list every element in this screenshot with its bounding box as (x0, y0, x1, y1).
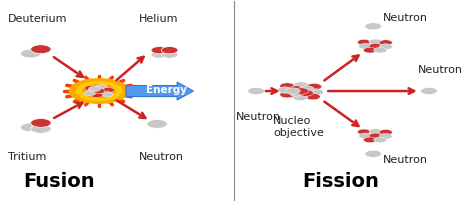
Circle shape (83, 84, 115, 98)
Circle shape (248, 87, 264, 95)
Circle shape (91, 93, 103, 98)
Circle shape (294, 82, 309, 88)
Circle shape (379, 134, 392, 139)
Circle shape (20, 123, 41, 132)
Circle shape (83, 90, 96, 96)
Text: Neutron: Neutron (383, 155, 428, 165)
Circle shape (293, 94, 308, 101)
Circle shape (31, 45, 51, 54)
Circle shape (161, 47, 178, 54)
Circle shape (95, 84, 108, 90)
Circle shape (307, 83, 322, 90)
Circle shape (374, 137, 387, 143)
Circle shape (364, 137, 376, 143)
Circle shape (357, 39, 371, 45)
Circle shape (289, 90, 304, 96)
Circle shape (31, 119, 51, 127)
Circle shape (364, 47, 376, 53)
Text: Neutron: Neutron (383, 13, 428, 23)
Circle shape (93, 88, 105, 94)
Circle shape (369, 133, 382, 139)
Circle shape (277, 87, 292, 93)
Text: Helium: Helium (138, 14, 178, 24)
Circle shape (101, 92, 113, 97)
Circle shape (285, 88, 300, 94)
Circle shape (31, 124, 51, 133)
Text: Neutron: Neutron (236, 112, 281, 122)
Circle shape (289, 86, 304, 92)
Circle shape (365, 150, 382, 157)
Circle shape (379, 44, 392, 49)
Circle shape (309, 89, 323, 95)
Circle shape (379, 129, 392, 135)
Circle shape (357, 129, 371, 135)
Circle shape (76, 81, 122, 101)
Circle shape (161, 51, 178, 58)
Text: Nucleo
objective: Nucleo objective (273, 116, 324, 138)
Text: Energy: Energy (146, 85, 187, 95)
Circle shape (369, 39, 382, 45)
Text: Deuterium: Deuterium (9, 14, 68, 24)
Text: Neutron: Neutron (418, 65, 462, 75)
Circle shape (84, 85, 97, 91)
Circle shape (88, 86, 100, 92)
Text: Neutron: Neutron (138, 152, 183, 162)
Text: Fission: Fission (302, 172, 379, 191)
Circle shape (280, 92, 295, 98)
Circle shape (280, 83, 295, 89)
Circle shape (147, 120, 167, 128)
Circle shape (151, 51, 168, 58)
Text: Tritium: Tritium (9, 152, 47, 162)
Circle shape (369, 43, 382, 49)
Circle shape (299, 90, 313, 96)
Circle shape (69, 78, 129, 104)
Circle shape (420, 87, 438, 95)
Circle shape (20, 49, 41, 58)
Circle shape (359, 133, 372, 139)
Text: Fusion: Fusion (24, 172, 95, 191)
Circle shape (294, 88, 309, 94)
Circle shape (374, 47, 387, 53)
Circle shape (151, 47, 168, 54)
Circle shape (305, 94, 320, 100)
FancyArrow shape (126, 82, 193, 100)
Circle shape (379, 40, 392, 45)
Circle shape (359, 43, 372, 49)
Circle shape (369, 129, 382, 134)
Circle shape (299, 86, 314, 92)
Circle shape (102, 87, 114, 93)
Circle shape (365, 23, 382, 30)
